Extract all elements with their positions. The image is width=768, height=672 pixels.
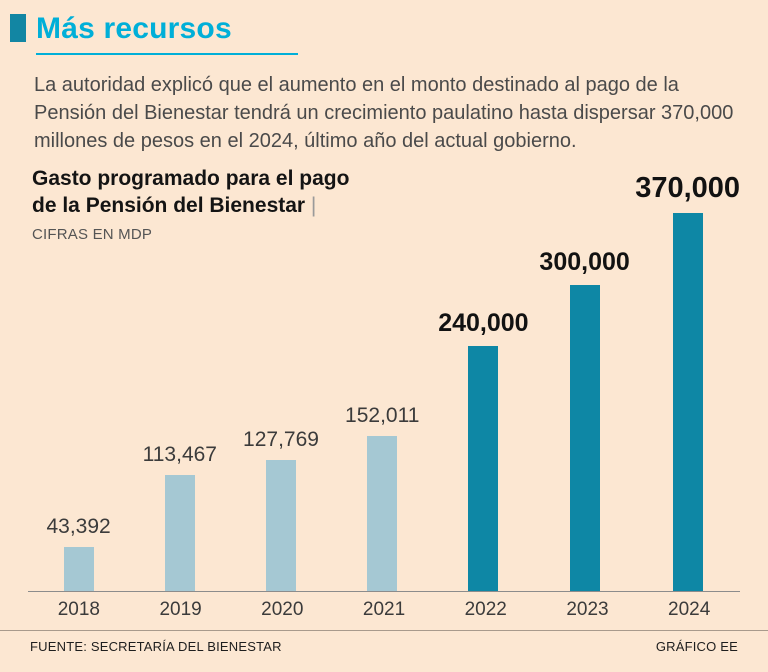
bar-column: 300,000 <box>534 159 635 591</box>
chart-title: Gasto programado para el pago de la Pens… <box>32 165 362 248</box>
title-bullet-icon <box>10 14 26 42</box>
value-label: 152,011 <box>345 404 420 427</box>
bar <box>569 285 600 591</box>
value-label: 240,000 <box>438 309 529 337</box>
year-label: 2022 <box>464 599 507 620</box>
value-label: 43,392 <box>46 515 111 538</box>
value-label: 127,769 <box>243 428 319 451</box>
footer: FUENTE: SECRETARÍA DEL BIENESTAR GRÁFICO… <box>30 631 738 654</box>
value-label: 370,000 <box>635 172 741 204</box>
bar <box>367 436 398 591</box>
bar-column: 370,000 <box>635 159 740 591</box>
bar-column: 43,392 <box>28 159 129 591</box>
bar-column: 113,467 <box>129 159 230 591</box>
bar <box>63 547 94 591</box>
year-label: 2019 <box>159 599 202 620</box>
bar <box>266 460 296 591</box>
plot-area: 43,392 113,467 127,769 152,011 240,000 300,00… <box>28 159 740 592</box>
chart-units-label: CIFRAS EN MDP <box>32 226 153 243</box>
chart-title-separator: | <box>305 194 317 217</box>
x-axis-labels: 2018 2019 2020 2021 2022 2023 2024 <box>28 592 740 630</box>
year-label: 2018 <box>57 599 100 620</box>
header: Más recursos <box>0 0 768 55</box>
bar-column: 127,769 <box>230 159 331 591</box>
year-label: 2020 <box>261 599 304 620</box>
bar <box>672 213 703 591</box>
intro-text: La autoridad explicó que el aumento en e… <box>34 74 734 152</box>
bar <box>468 346 499 591</box>
value-label: 113,467 <box>142 443 217 466</box>
value-label: 300,000 <box>539 248 630 276</box>
bar-chart: Gasto programado para el pago de la Pens… <box>0 159 768 630</box>
bar-column: 152,011 <box>332 159 433 591</box>
bar-column: 240,000 <box>433 159 534 591</box>
footer-divider <box>0 630 768 631</box>
year-label: 2023 <box>566 599 609 620</box>
page-title: Más recursos <box>36 12 232 45</box>
graphic-credit: GRÁFICO EE <box>655 639 738 654</box>
bar <box>164 475 195 591</box>
year-label: 2021 <box>362 599 406 620</box>
source-credit: FUENTE: SECRETARÍA DEL BIENESTAR <box>30 639 282 654</box>
year-label: 2024 <box>668 599 711 620</box>
title-underline: Más recursos <box>36 12 298 55</box>
chart-title-text: Gasto programado para el pago de la Pens… <box>32 167 350 217</box>
